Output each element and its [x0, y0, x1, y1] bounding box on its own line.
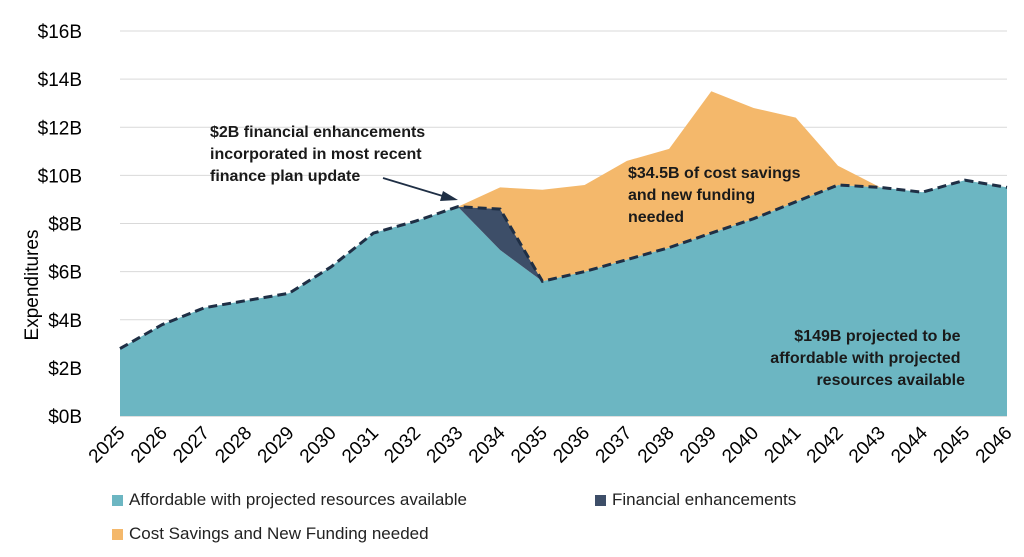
annotation-cost-line-2: and new funding — [628, 187, 755, 204]
x-tick-label: 2037 — [592, 423, 637, 468]
x-tick-label: 2040 — [718, 423, 763, 468]
annotation-enhancements: $2B financial enhancements incorporated … — [210, 124, 430, 185]
y-axis-ticks: $0B $2B $4B $6B $8B $10B $12B $14B $16B — [38, 22, 82, 428]
legend-label-cost-savings: Cost Savings and New Funding needed — [129, 524, 429, 543]
annotation-enhancements-line-2: incorporated in most recent — [210, 146, 422, 163]
x-tick-label: 2026 — [127, 423, 172, 468]
legend-item-enhancements: Financial enhancements — [595, 490, 796, 510]
area-affordable-with-projected-resources-available — [120, 180, 1007, 416]
legend-swatch-cost-savings — [112, 528, 123, 540]
x-tick-label: 2046 — [972, 423, 1017, 468]
annotation-affordable: $149B projected to be affordable with pr… — [770, 328, 965, 389]
y-tick-label: $14B — [38, 70, 82, 91]
annotation-arrowhead — [440, 191, 458, 201]
annotation-cost-line-3: needed — [628, 209, 684, 226]
legend-item-cost-savings: Cost Savings and New Funding needed — [112, 524, 429, 544]
x-tick-label: 2043 — [845, 423, 890, 468]
affordable-dashed-line — [119, 178, 1008, 350]
y-tick-label: $8B — [48, 215, 82, 236]
annotation-enhancements-line-1: $2B financial enhancements — [210, 124, 425, 141]
x-tick-label: 2031 — [338, 423, 383, 468]
x-tick-label: 2034 — [465, 422, 510, 467]
legend-item-affordable: Affordable with projected resources avai… — [112, 490, 467, 510]
x-tick-label: 2042 — [803, 423, 848, 468]
x-tick-label: 2039 — [676, 423, 721, 468]
y-tick-label: $0B — [48, 407, 82, 428]
y-tick-label: $2B — [48, 359, 82, 380]
annotation-cost-savings: $34.5B of cost savings and new funding n… — [628, 165, 805, 226]
legend-label-affordable: Affordable with projected resources avai… — [129, 490, 467, 509]
x-tick-label: 2038 — [634, 423, 679, 468]
x-tick-label: 2041 — [761, 423, 806, 468]
annotation-arrow — [382, 177, 447, 198]
annotation-cost-line-1: $34.5B of cost savings — [628, 165, 801, 182]
area-series — [119, 91, 1008, 416]
x-tick-label: 2028 — [212, 423, 257, 468]
annotation-affordable-line-2: affordable with projected — [770, 350, 960, 367]
x-tick-label: 2033 — [423, 423, 468, 468]
y-axis-label: Expenditures — [22, 230, 43, 341]
x-tick-label: 2044 — [887, 422, 932, 467]
annotation-affordable-line-3: resources available — [816, 372, 965, 389]
y-tick-label: $12B — [38, 118, 82, 139]
x-axis-ticks: 2025202620272028202920302031203220332034… — [85, 422, 1017, 467]
x-tick-label: 2032 — [380, 423, 425, 468]
x-tick-label: 2029 — [254, 423, 299, 468]
x-tick-label: 2036 — [549, 423, 594, 468]
x-tick-label: 2030 — [296, 423, 341, 468]
legend-swatch-affordable — [112, 494, 123, 506]
area-cost-savings-and-new-funding-needed — [120, 91, 1007, 349]
annotation-affordable-line-1: $149B projected to be — [794, 328, 960, 345]
x-tick-label: 2045 — [930, 423, 975, 468]
y-tick-label: $10B — [38, 166, 82, 187]
x-tick-label: 2035 — [507, 423, 552, 468]
y-tick-label: $6B — [48, 263, 82, 284]
legend-swatch-enhancements — [595, 494, 606, 506]
annotation-enhancements-line-3: finance plan update — [210, 168, 360, 185]
x-tick-label: 2027 — [169, 423, 214, 468]
legend-label-enhancements: Financial enhancements — [612, 490, 797, 509]
y-tick-label: $16B — [38, 22, 82, 43]
y-tick-label: $4B — [48, 311, 82, 332]
x-tick-label: 2025 — [85, 423, 130, 468]
